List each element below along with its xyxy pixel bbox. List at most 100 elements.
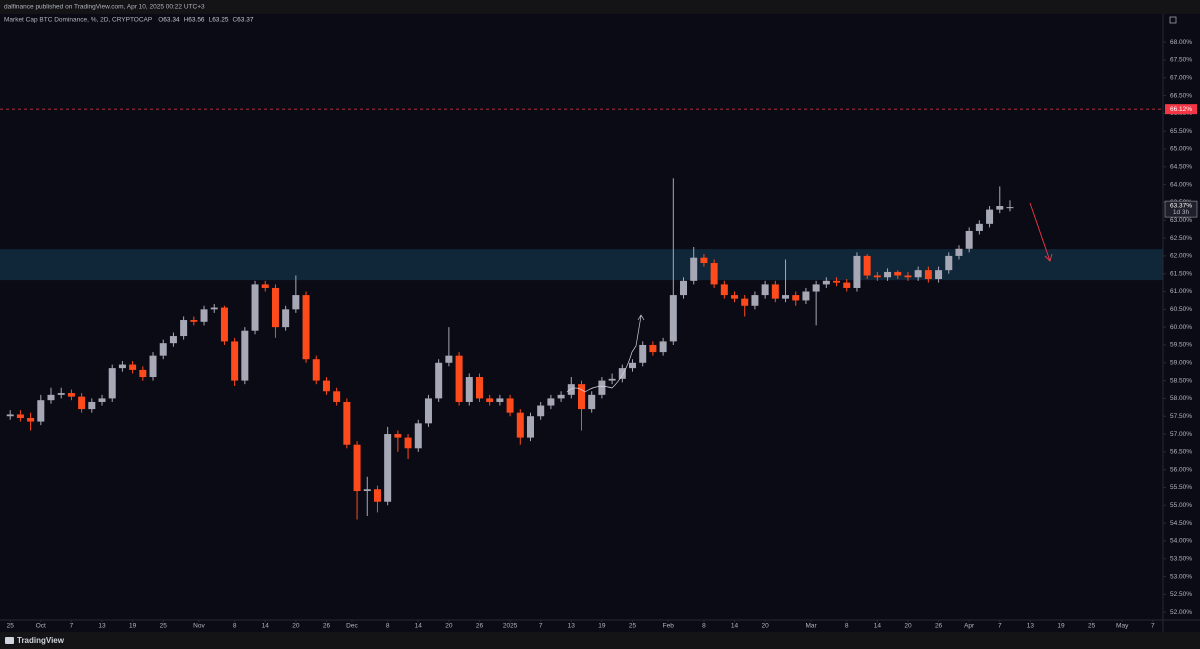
x-tick-label: 13 bbox=[1027, 623, 1035, 630]
x-tick-label: 7 bbox=[70, 623, 74, 630]
candle-body bbox=[261, 284, 269, 288]
legend-field: O bbox=[158, 17, 163, 24]
y-tick-label: 54.00% bbox=[1170, 538, 1192, 545]
candle-body bbox=[996, 206, 1004, 210]
candle-body bbox=[302, 295, 310, 360]
candle-body bbox=[567, 384, 575, 395]
candle-body bbox=[731, 295, 739, 299]
x-tick-label: 14 bbox=[262, 623, 270, 630]
y-tick-label: 57.50% bbox=[1170, 413, 1192, 420]
candle-body bbox=[506, 398, 514, 413]
y-tick-label: 67.00% bbox=[1170, 74, 1192, 81]
x-tick-label: Mar bbox=[805, 623, 817, 630]
candle-body bbox=[231, 341, 239, 381]
x-tick-label: 7 bbox=[1151, 623, 1155, 630]
y-tick-label: 58.00% bbox=[1170, 395, 1192, 402]
candle-body bbox=[496, 398, 504, 402]
candle-body bbox=[792, 295, 800, 301]
y-tick-label: 62.00% bbox=[1170, 253, 1192, 260]
y-tick-label: 63.00% bbox=[1170, 217, 1192, 224]
candle-body bbox=[526, 416, 534, 438]
settings-icon[interactable] bbox=[1169, 16, 1177, 24]
candle-body bbox=[1006, 207, 1014, 209]
candle-body bbox=[435, 362, 443, 399]
candle-body bbox=[57, 393, 65, 395]
x-tick-label: 8 bbox=[233, 623, 237, 630]
candle-body bbox=[853, 255, 861, 288]
x-tick-label: 14 bbox=[731, 623, 739, 630]
x-tick-label: Oct bbox=[36, 623, 46, 630]
candle-body bbox=[47, 394, 55, 401]
x-tick-label: 25 bbox=[1088, 623, 1096, 630]
candle-body bbox=[547, 398, 555, 406]
x-tick-label: May bbox=[1116, 623, 1129, 630]
candle-body bbox=[333, 391, 341, 402]
support-zone bbox=[0, 249, 1163, 281]
candle-body bbox=[945, 255, 953, 271]
candle-body bbox=[884, 271, 892, 278]
x-tick-label: Apr bbox=[964, 623, 975, 630]
legend-field: L bbox=[209, 17, 213, 24]
y-tick-label: 59.00% bbox=[1170, 359, 1192, 366]
y-tick-label: 56.00% bbox=[1170, 466, 1192, 473]
candle-body bbox=[578, 384, 585, 410]
path-arrow bbox=[566, 314, 645, 393]
y-tick-label: 55.00% bbox=[1170, 502, 1192, 509]
candle-body bbox=[955, 248, 963, 256]
candle-body bbox=[394, 434, 402, 438]
x-tick-label: 8 bbox=[845, 623, 849, 630]
x-tick-label: 13 bbox=[568, 623, 576, 630]
y-tick-label: 60.00% bbox=[1170, 324, 1192, 331]
candle-body bbox=[935, 270, 943, 280]
candle-body bbox=[180, 320, 188, 337]
candle-body bbox=[27, 418, 35, 422]
candle-body bbox=[833, 280, 841, 283]
candle-body bbox=[312, 359, 320, 381]
candle-body bbox=[37, 400, 45, 422]
down-arrow bbox=[1029, 202, 1053, 262]
resistance-label: 66.12% bbox=[1170, 106, 1192, 113]
x-tick-label: 19 bbox=[1057, 623, 1065, 630]
plot-area bbox=[0, 108, 1163, 520]
x-tick-label: 8 bbox=[702, 623, 706, 630]
candle-body bbox=[710, 263, 718, 285]
y-tick-label: 53.50% bbox=[1170, 555, 1192, 562]
x-tick-label: 7 bbox=[998, 623, 1002, 630]
candle-body bbox=[241, 330, 249, 381]
x-tick-label: 26 bbox=[323, 623, 331, 630]
candle-body bbox=[680, 280, 688, 296]
y-tick-label: 65.00% bbox=[1170, 146, 1192, 153]
candle-body bbox=[802, 291, 810, 301]
candle-body bbox=[67, 393, 75, 397]
y-tick-label: 58.50% bbox=[1170, 377, 1192, 384]
candle-body bbox=[159, 343, 167, 356]
annotation-arrows bbox=[566, 202, 1053, 393]
x-tick-label: 26 bbox=[476, 623, 484, 630]
top-bar bbox=[0, 0, 1200, 14]
x-tick-label: 13 bbox=[98, 623, 106, 630]
candle-body bbox=[965, 230, 973, 249]
y-tick-label: 67.50% bbox=[1170, 57, 1192, 64]
candle-body bbox=[639, 344, 647, 363]
footer bbox=[0, 632, 1200, 649]
candle-body bbox=[98, 398, 106, 402]
candle-body bbox=[557, 394, 565, 399]
candle-body bbox=[608, 378, 616, 381]
last-price-box bbox=[1164, 200, 1198, 218]
candle-body bbox=[271, 287, 279, 328]
candle-body bbox=[771, 284, 779, 299]
candle-body bbox=[975, 223, 983, 231]
x-tick-label: 8 bbox=[386, 623, 390, 630]
x-tick-label: Dec bbox=[346, 623, 358, 630]
y-tick-label: 64.00% bbox=[1170, 181, 1192, 188]
y-tick-label: 54.50% bbox=[1170, 520, 1192, 527]
legend-value: 63.25 bbox=[212, 17, 229, 24]
candle-body bbox=[384, 434, 392, 502]
candle-body bbox=[537, 405, 545, 417]
candle-body bbox=[343, 401, 351, 445]
x-tick-label: 25 bbox=[7, 623, 15, 630]
candle-body bbox=[169, 336, 177, 344]
countdown: 1d 3h bbox=[1173, 209, 1190, 216]
candle-body bbox=[986, 209, 994, 224]
